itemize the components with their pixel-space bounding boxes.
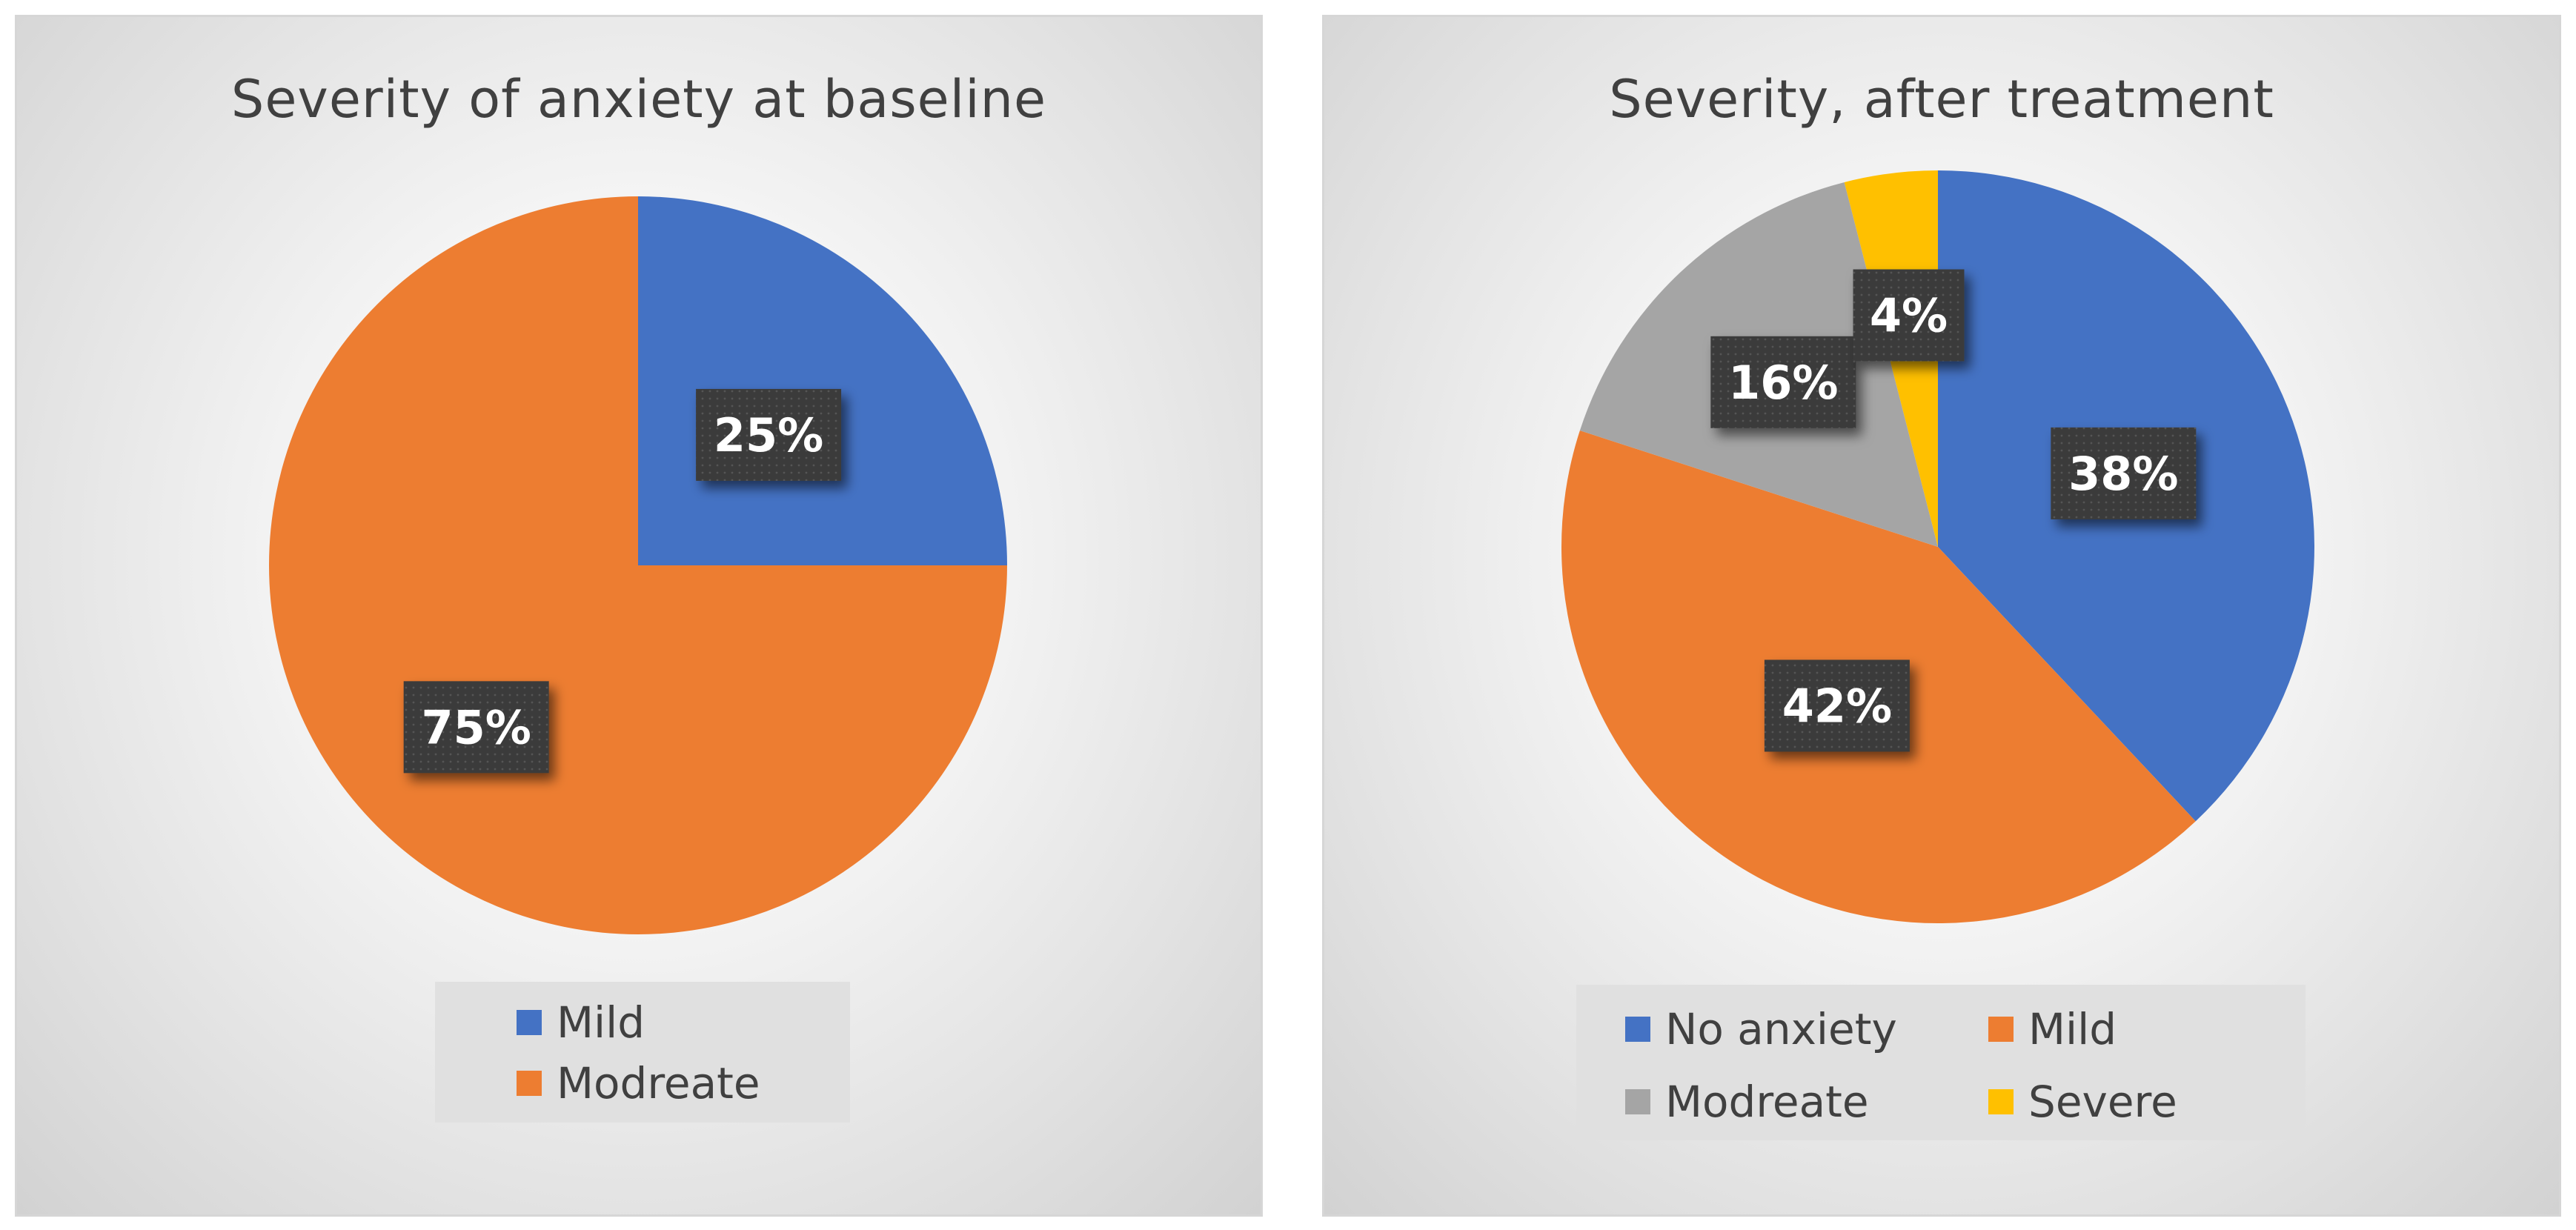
legend-label: Mild <box>557 997 645 1048</box>
legend-label: Mild <box>2028 1004 2117 1054</box>
legend-swatch <box>1625 1089 1650 1114</box>
pie-slice-mild <box>638 196 1007 565</box>
chart-panel-after-treatment: Severity, after treatment 38% 42% 16% 4% No… <box>1322 15 2561 1217</box>
data-label-mild: 42% <box>1764 659 1910 752</box>
data-label-box <box>2051 427 2197 519</box>
data-label-box <box>1710 336 1856 428</box>
legend: No anxiety Mild Modreate Severe <box>1576 985 2306 1140</box>
legend-item-moderate: Modreate <box>1625 1072 1869 1131</box>
data-label-text: 4% <box>1870 289 1948 343</box>
legend-swatch <box>1988 1089 2014 1114</box>
data-label-severe: 4% <box>1853 269 1965 362</box>
data-label-no-anxiety: 38% <box>2051 427 2197 519</box>
legend-label: No anxiety <box>1665 1004 1897 1054</box>
legend-swatch <box>1988 1017 2014 1042</box>
legend-swatch <box>517 1071 542 1096</box>
chart-panel-baseline: Severity of anxiety at baseline 25% 75% M… <box>15 15 1263 1217</box>
legend-label: Modreate <box>1665 1077 1869 1127</box>
data-label-box <box>403 681 549 774</box>
data-label-text: 38% <box>2068 447 2178 501</box>
legend-item-mild: Mild <box>517 993 645 1052</box>
legend-label: Modreate <box>557 1058 760 1108</box>
data-label-modreate: 16% <box>1710 336 1856 428</box>
legend: Mild Modreate <box>435 982 850 1123</box>
pie-chart-baseline: 25% 75% <box>269 196 1007 934</box>
legend-swatch <box>1625 1017 1650 1042</box>
legend-item-severe: Severe <box>1988 1072 2177 1131</box>
chart-title: Severity, after treatment <box>1609 69 2274 130</box>
data-label-text: 42% <box>1782 679 1892 733</box>
data-label-text: 25% <box>714 408 823 462</box>
legend-item-no-anxiety: No anxiety <box>1625 1000 1897 1059</box>
data-label-box <box>696 388 842 481</box>
legend-label: Severe <box>2028 1077 2177 1127</box>
legend-swatch <box>517 1010 542 1035</box>
pie-chart-after-treatment: 38% 42% 16% 4% <box>1561 170 2314 923</box>
legend-item-mild: Mild <box>1988 1000 2117 1059</box>
data-label-mild: 25% <box>696 388 842 481</box>
data-label-text: 16% <box>1728 356 1838 410</box>
data-label-box <box>1764 659 1910 752</box>
legend-item-moderate: Modreate <box>517 1054 760 1113</box>
data-label-text: 75% <box>421 700 531 754</box>
chart-title: Severity of anxiety at baseline <box>230 69 1047 130</box>
data-label-modreate: 75% <box>403 681 549 774</box>
data-label-box <box>1853 269 1965 362</box>
